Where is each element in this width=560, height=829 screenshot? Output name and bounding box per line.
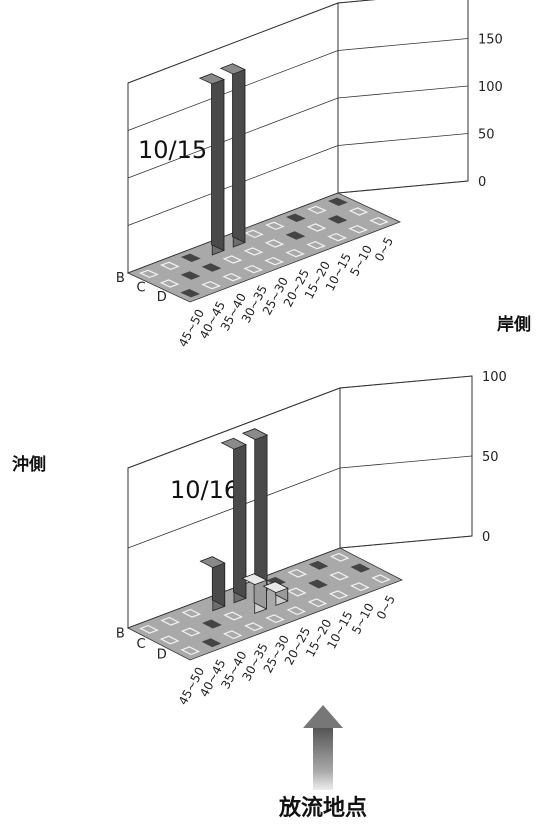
floor-marker — [180, 288, 201, 298]
z-tick-label: 50 — [478, 128, 495, 143]
gridline — [127, 375, 473, 469]
bar-top — [241, 428, 269, 441]
floor-marker — [285, 248, 306, 258]
gridline — [127, 133, 469, 226]
bar-side — [211, 73, 225, 252]
floor-marker — [306, 205, 327, 215]
z-tick-label: 0 — [478, 175, 486, 190]
row-label: C — [136, 281, 145, 296]
floor-marker — [350, 563, 371, 573]
floor-marker — [223, 611, 244, 621]
floor-marker — [329, 571, 350, 581]
floor-marker — [264, 256, 285, 266]
row-label: D — [157, 290, 167, 305]
floor-marker — [308, 579, 328, 589]
z-tick-label: 100 — [478, 80, 503, 95]
floor-marker — [327, 232, 348, 242]
floor-marker — [201, 263, 222, 272]
bar-top — [220, 437, 247, 450]
discharge-arrow-icon — [303, 705, 343, 790]
floor-marker — [287, 568, 308, 578]
row-label: C — [136, 637, 145, 652]
floor-marker — [181, 608, 202, 618]
bar-side — [232, 63, 246, 244]
gridline — [127, 38, 469, 131]
floor-marker — [329, 552, 350, 562]
floor-marker — [327, 197, 348, 207]
gridline — [127, 0, 375, 84]
bar-side — [233, 437, 247, 599]
floor-marker — [180, 627, 201, 637]
floor-marker — [243, 229, 264, 239]
floor-marker — [202, 619, 222, 629]
floor-marker — [180, 271, 201, 280]
floor-marker — [244, 622, 264, 632]
floor-marker — [201, 280, 222, 290]
floor-marker — [160, 616, 180, 626]
chart-10-16: 05010010/16BCD45~5040~4535~4030~3525~302… — [116, 370, 507, 707]
gridline — [127, 455, 473, 549]
bar-top — [219, 63, 246, 75]
chart-date-label: 10/16 — [170, 476, 239, 504]
floor-marker — [308, 560, 329, 570]
floor-marker — [201, 638, 222, 648]
floor-marker — [139, 624, 159, 634]
offshore-side-label: 沖側 — [12, 454, 46, 475]
floor-marker — [286, 587, 307, 597]
chart-date-label: 10/15 — [138, 136, 207, 164]
bar-side — [254, 428, 268, 591]
bar-top — [262, 581, 289, 594]
floor-marker — [264, 221, 285, 231]
floor-marker — [328, 590, 349, 600]
shore-side-label: 岸側 — [497, 314, 531, 335]
z-tick-label: 150 — [478, 33, 503, 48]
bar-top — [241, 573, 268, 586]
floor-marker — [286, 606, 307, 616]
bar-top — [199, 556, 226, 569]
category-label: 0~5 — [372, 235, 396, 264]
floor-marker — [285, 213, 306, 223]
floor-marker — [306, 223, 327, 232]
floor-marker — [348, 224, 369, 234]
floor-marker — [222, 255, 243, 264]
z-tick-label: 100 — [482, 370, 507, 385]
row-label: B — [116, 626, 125, 641]
z-tick-label: 0 — [482, 530, 490, 545]
bar-top — [198, 73, 225, 85]
floor-marker — [159, 279, 180, 288]
floor-marker — [348, 207, 369, 216]
row-label: D — [157, 648, 167, 663]
z-tick-label: 50 — [482, 450, 499, 465]
floor-marker — [159, 261, 180, 271]
floor-marker — [222, 630, 243, 640]
chart-10-15: 05010015020010/15BCD45~5040~4535~4030~35… — [116, 0, 503, 349]
gridline — [127, 85, 469, 179]
floor-marker — [306, 240, 327, 250]
floor-marker — [243, 264, 264, 274]
floor-marker — [138, 269, 159, 279]
floor-marker — [327, 215, 348, 224]
category-label: 0~5 — [374, 593, 398, 622]
floor-marker — [243, 247, 264, 256]
floor-marker — [371, 574, 391, 584]
discharge-point-label: 放流地点 — [278, 795, 367, 821]
row-label: B — [116, 271, 125, 286]
floor-marker — [180, 646, 201, 656]
floor-marker — [264, 239, 285, 248]
floor-marker — [285, 231, 306, 240]
floor-marker — [307, 598, 328, 608]
floor-marker — [350, 582, 370, 592]
floor-marker — [369, 216, 390, 226]
floor-marker — [265, 614, 285, 624]
floor-marker — [159, 635, 180, 645]
floor-marker — [180, 253, 201, 263]
floor-marker — [222, 272, 243, 282]
